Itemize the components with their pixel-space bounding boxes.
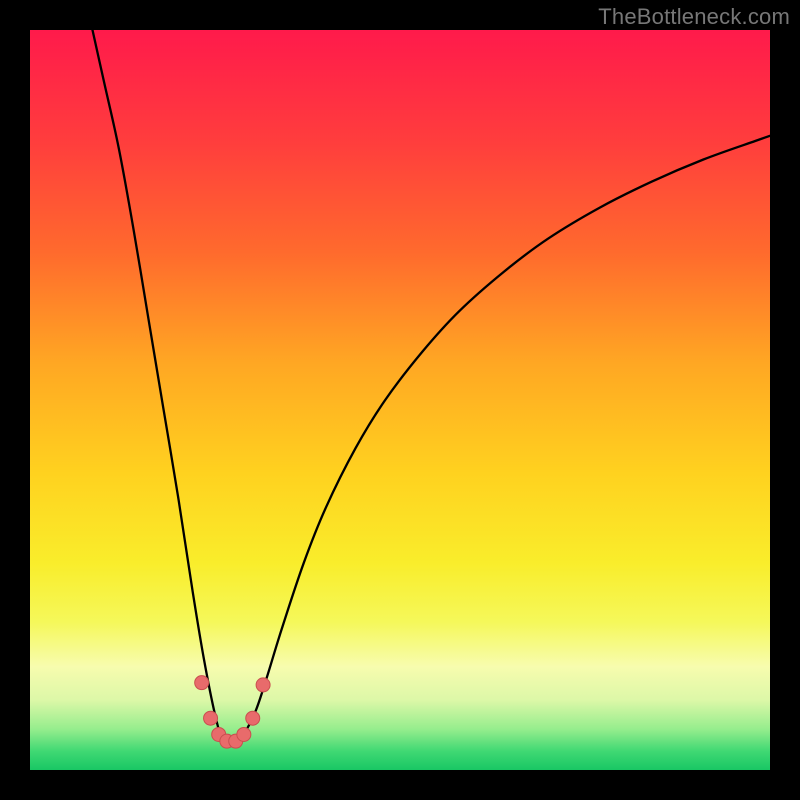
chart-frame: TheBottleneck.com	[0, 0, 800, 800]
optimal-marker	[246, 711, 260, 725]
optimal-marker	[195, 676, 209, 690]
optimal-marker	[237, 727, 251, 741]
plot-area	[30, 30, 770, 770]
heatmap-background	[30, 30, 770, 770]
optimal-marker	[256, 678, 270, 692]
bottleneck-curve-chart	[30, 30, 770, 770]
watermark-text: TheBottleneck.com	[598, 4, 790, 30]
optimal-marker	[204, 711, 218, 725]
